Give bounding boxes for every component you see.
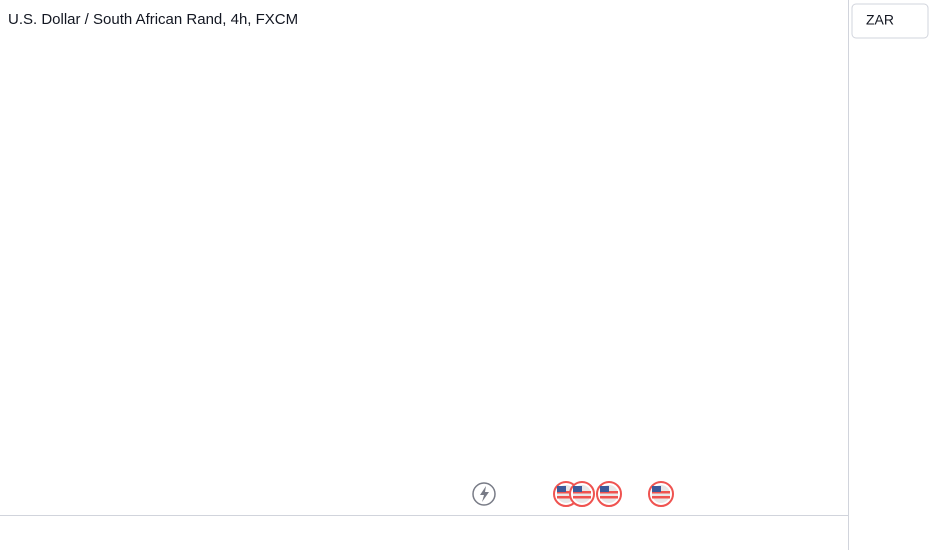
event-icons[interactable] <box>472 481 674 507</box>
us-flag-icon[interactable] <box>648 481 674 507</box>
currency-box[interactable] <box>851 3 929 39</box>
currency[interactable]: ZAR <box>866 12 894 28</box>
us-flag-icon[interactable] <box>596 481 622 507</box>
chart-title: U.S. Dollar / South African Rand, 4h, FX… <box>8 11 298 28</box>
lightning <box>480 486 489 502</box>
us-flag-icon[interactable] <box>569 481 595 507</box>
